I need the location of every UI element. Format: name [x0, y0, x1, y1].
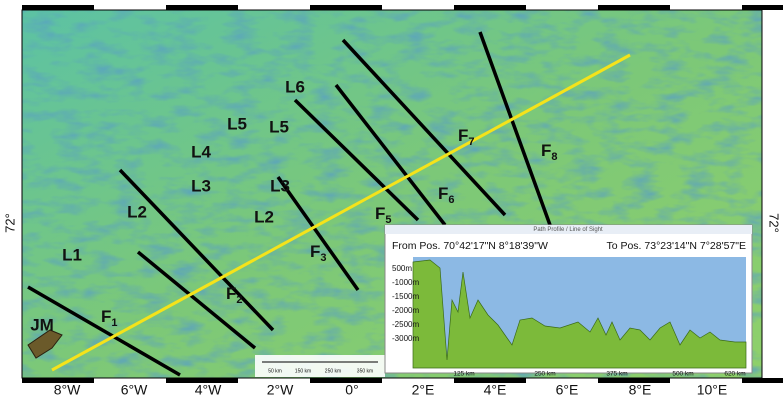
frame-segment	[742, 5, 783, 10]
scale-label: 250 km	[325, 368, 341, 374]
scale-label: 50 km	[268, 368, 282, 374]
line	[478, 31, 552, 226]
fault-letter: F	[226, 284, 236, 303]
frame-segment	[22, 5, 94, 10]
longitude-label: 8°E	[629, 382, 652, 398]
fault-letter: F	[541, 141, 551, 160]
fault-label: F5	[375, 204, 392, 225]
distance-label: 375 km	[606, 371, 627, 378]
frame-segment	[454, 378, 526, 383]
fault-label: F8	[541, 141, 558, 162]
window-titlebar	[385, 225, 752, 234]
layer-label: L2	[254, 207, 274, 226]
island-label: JM	[30, 315, 54, 334]
layer-label: L3	[191, 176, 211, 195]
longitude-label: 0°	[345, 382, 358, 398]
layer-label: L5	[269, 117, 289, 136]
longitude-label: 4°E	[484, 382, 507, 398]
layer-label: L6	[285, 77, 305, 96]
frame-segment	[742, 378, 783, 383]
frame-ticks	[22, 5, 783, 383]
frame-segment	[454, 5, 526, 10]
latitude-label: 72°	[767, 213, 782, 233]
depth-label: -1500m	[392, 292, 419, 301]
island	[27, 329, 63, 359]
fault-letter: F	[438, 184, 448, 203]
fault-label: F3	[310, 242, 327, 263]
distance-label: 250 km	[534, 371, 555, 378]
longitude-label: 6°W	[121, 382, 148, 398]
fault-letter: F	[458, 126, 468, 145]
latitude-label: 72°	[2, 213, 17, 233]
scale-bar-box	[255, 355, 385, 377]
layer-label: L1	[62, 245, 82, 264]
fault-subscript: 2	[236, 294, 242, 306]
depth-label: 500m	[392, 264, 412, 273]
longitude-label: 10°E	[697, 382, 728, 398]
frame-segment	[166, 5, 238, 10]
fault-subscript: 5	[385, 214, 391, 226]
scale-label: 150 km	[295, 368, 311, 374]
distance-label: 500 km	[672, 371, 693, 378]
longitude-label: 6°E	[556, 382, 579, 398]
profile-from: From Pos. 70°42'17"N 8°18'39"W	[392, 240, 548, 252]
layer-label: L5	[227, 114, 247, 133]
fault-subscript: 1	[111, 317, 117, 329]
frame-segment	[598, 378, 670, 383]
depth-label: -2500m	[392, 320, 419, 329]
profile-track	[51, 53, 631, 372]
longitude-label: 2°W	[267, 382, 294, 398]
line	[341, 38, 507, 217]
fault-subscript: 7	[468, 136, 474, 148]
profile-window	[384, 224, 753, 374]
frame-segment	[598, 5, 670, 10]
fault-letter: F	[310, 242, 320, 261]
line	[276, 175, 360, 292]
fault-letter: F	[375, 204, 385, 223]
layer-label: L3	[270, 176, 290, 195]
distance-label: 620 km	[724, 371, 745, 378]
window-title: Path Profile / Line of Sight	[533, 227, 603, 233]
line	[293, 98, 420, 222]
fault-subscript: 8	[551, 151, 557, 163]
longitude-label: 2°E	[412, 382, 435, 398]
fault-label: F2	[226, 284, 243, 305]
scale-label: 350 km	[357, 368, 373, 374]
layer-label: L2	[127, 202, 147, 221]
line	[27, 285, 181, 377]
frame-segment	[22, 378, 94, 383]
line	[118, 168, 275, 332]
fault-label: F7	[458, 126, 475, 147]
layer-label: L4	[191, 142, 211, 161]
frame-segment	[166, 378, 238, 383]
map-frame	[21, 9, 763, 379]
line	[334, 83, 447, 227]
longitude-label: 8°W	[54, 382, 81, 398]
frame-segment	[310, 378, 382, 383]
fault-label: F1	[101, 307, 118, 328]
profile-lines	[27, 31, 552, 377]
profile-to: To Pos. 73°23'14"N 7°28'57"E	[606, 240, 746, 252]
line	[136, 250, 257, 350]
fault-letter: F	[101, 307, 111, 326]
longitude-label: 4°W	[195, 382, 222, 398]
scale-bar	[255, 355, 385, 377]
profile-seafloor	[412, 259, 747, 369]
depth-label: -2000m	[392, 306, 419, 315]
depth-label: -1000m	[392, 278, 419, 287]
distance-label: 125 km	[453, 371, 474, 378]
fault-label: F6	[438, 184, 455, 205]
depth-label: -3000m	[392, 334, 419, 343]
fault-subscript: 3	[320, 252, 326, 264]
frame-segment	[310, 5, 382, 10]
fault-subscript: 6	[448, 194, 454, 206]
